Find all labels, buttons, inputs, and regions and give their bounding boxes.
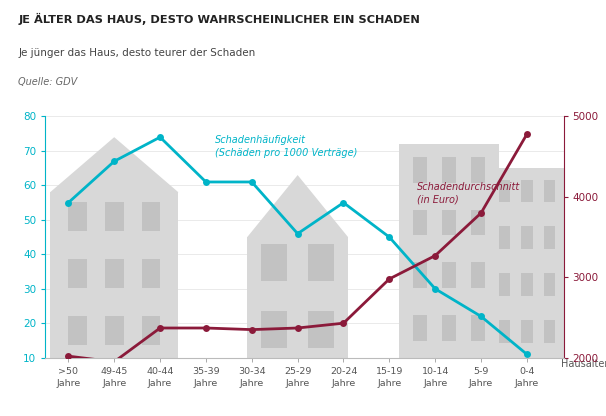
- Polygon shape: [308, 244, 334, 281]
- Polygon shape: [499, 320, 510, 343]
- Polygon shape: [470, 157, 485, 183]
- Polygon shape: [413, 210, 427, 235]
- Polygon shape: [488, 168, 566, 358]
- Polygon shape: [308, 312, 334, 348]
- Polygon shape: [261, 244, 287, 281]
- Polygon shape: [50, 137, 178, 192]
- Polygon shape: [105, 259, 124, 288]
- Text: Je jünger das Haus, desto teurer der Schaden: Je jünger das Haus, desto teurer der Sch…: [18, 48, 256, 58]
- Polygon shape: [413, 262, 427, 288]
- Polygon shape: [521, 180, 533, 202]
- Polygon shape: [105, 316, 124, 344]
- Polygon shape: [544, 226, 555, 249]
- Polygon shape: [247, 237, 348, 358]
- Polygon shape: [470, 262, 485, 288]
- Polygon shape: [68, 259, 87, 288]
- Polygon shape: [442, 315, 456, 341]
- Polygon shape: [105, 202, 124, 231]
- Polygon shape: [499, 180, 510, 202]
- Polygon shape: [261, 312, 287, 348]
- Polygon shape: [142, 259, 161, 288]
- Polygon shape: [413, 315, 427, 341]
- Polygon shape: [544, 180, 555, 202]
- Polygon shape: [413, 157, 427, 183]
- Text: Quelle: GDV: Quelle: GDV: [18, 77, 78, 87]
- Polygon shape: [470, 210, 485, 235]
- Polygon shape: [442, 157, 456, 183]
- Polygon shape: [142, 202, 161, 231]
- Polygon shape: [442, 262, 456, 288]
- Polygon shape: [68, 316, 87, 344]
- Polygon shape: [68, 202, 87, 231]
- Polygon shape: [142, 316, 161, 344]
- Text: Schadenhäufigkeit
(Schäden pro 1000 Verträge): Schadenhäufigkeit (Schäden pro 1000 Vert…: [215, 135, 358, 158]
- Polygon shape: [50, 192, 178, 358]
- Polygon shape: [470, 315, 485, 341]
- Text: Hausalter: Hausalter: [561, 359, 606, 369]
- Text: Schadendurchschnitt
(in Euro): Schadendurchschnitt (in Euro): [417, 182, 520, 205]
- Polygon shape: [521, 273, 533, 296]
- Polygon shape: [399, 144, 499, 358]
- Polygon shape: [521, 320, 533, 343]
- Polygon shape: [499, 273, 510, 296]
- Text: JE ÄLTER DAS HAUS, DESTO WAHRSCHEINLICHER EIN SCHADEN: JE ÄLTER DAS HAUS, DESTO WAHRSCHEINLICHE…: [18, 12, 420, 25]
- Polygon shape: [499, 226, 510, 249]
- Polygon shape: [521, 226, 533, 249]
- Polygon shape: [442, 210, 456, 235]
- Polygon shape: [544, 320, 555, 343]
- Polygon shape: [544, 273, 555, 296]
- Polygon shape: [247, 175, 348, 237]
